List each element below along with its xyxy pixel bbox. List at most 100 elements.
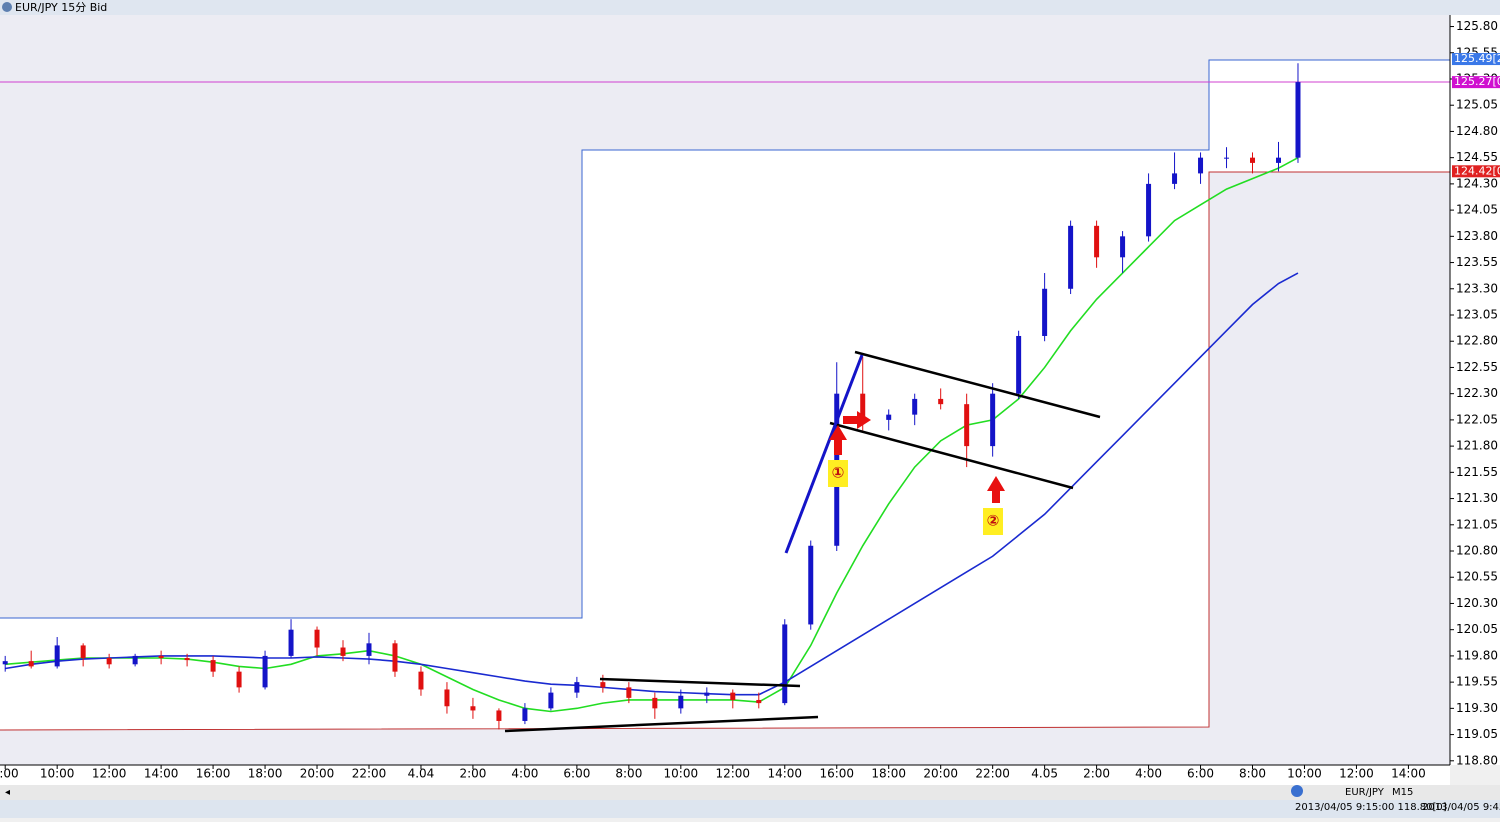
arrow-up bbox=[987, 476, 1005, 503]
arrows bbox=[829, 411, 1005, 503]
y-tick-label: 120.30 bbox=[1456, 596, 1498, 610]
candle-body bbox=[860, 393, 866, 420]
candle-body bbox=[2, 661, 8, 665]
y-tick-label: 122.05 bbox=[1456, 412, 1498, 426]
x-tick-label: 10:00 bbox=[664, 767, 699, 781]
candle-body bbox=[366, 643, 372, 656]
y-tick-label: 119.55 bbox=[1456, 675, 1498, 689]
status-time: 2013/04/05 9:45:21 bbox=[1422, 802, 1500, 813]
candle-body bbox=[886, 414, 892, 420]
scroll-left[interactable]: ◂ bbox=[5, 787, 10, 798]
candle-body bbox=[444, 689, 450, 707]
y-tick-label: 123.30 bbox=[1456, 281, 1498, 295]
candle-body bbox=[1042, 288, 1048, 336]
candle-body bbox=[340, 647, 346, 656]
symbol-select[interactable]: EUR/JPY bbox=[1345, 787, 1385, 798]
candle-body bbox=[782, 624, 788, 704]
candle-body bbox=[314, 629, 320, 648]
x-tick-label: 2:00 bbox=[459, 767, 486, 781]
y-tick-label: 124.05 bbox=[1456, 203, 1498, 217]
candle-body bbox=[54, 645, 60, 667]
candle-body bbox=[418, 671, 424, 690]
candle-body bbox=[158, 655, 164, 659]
x-tick-label: 20:00 bbox=[300, 767, 335, 781]
x-tick-label: 8:00 bbox=[615, 767, 642, 781]
x-tick-label: 8:00 bbox=[1239, 767, 1266, 781]
candle-body bbox=[652, 697, 658, 709]
candle-body bbox=[1172, 173, 1178, 184]
moving-average bbox=[5, 272, 1299, 696]
y-tick-label: 118.80 bbox=[1456, 753, 1498, 767]
candle-body bbox=[28, 661, 34, 667]
candle-body bbox=[106, 658, 112, 665]
x-tick-label: 12:00 bbox=[715, 767, 750, 781]
price-axis bbox=[1450, 15, 1500, 765]
trendline bbox=[504, 715, 819, 733]
x-tick-label: 16:00 bbox=[819, 767, 854, 781]
candle-body bbox=[80, 645, 86, 659]
y-tick-label: 125.80 bbox=[1456, 19, 1498, 33]
price-tag bbox=[1452, 76, 1500, 89]
candle-body bbox=[262, 655, 268, 688]
x-tick-label: 6:00 bbox=[563, 767, 590, 781]
annotation-box bbox=[828, 460, 848, 487]
x-tick-label: 6:00 bbox=[1187, 767, 1214, 781]
y-tick-label: 122.55 bbox=[1456, 360, 1498, 374]
y-tick-label: 122.30 bbox=[1456, 386, 1498, 400]
x-tick-label: 12:00 bbox=[92, 767, 127, 781]
candle-body bbox=[496, 710, 502, 721]
candle-body bbox=[1250, 157, 1256, 163]
x-tick-label: 16:00 bbox=[196, 767, 231, 781]
x-tick-label: 18:00 bbox=[871, 767, 906, 781]
candle-body bbox=[1016, 335, 1022, 394]
trendlines bbox=[504, 350, 1101, 733]
x-tick-label: 14:00 bbox=[1391, 767, 1426, 781]
status-bar bbox=[0, 800, 1500, 818]
x-tick-label: 4:00 bbox=[1135, 767, 1162, 781]
price-tag-label: 124.42[0 bbox=[1454, 164, 1500, 177]
trendline bbox=[599, 677, 801, 688]
y-tick-label: 121.05 bbox=[1456, 517, 1498, 531]
annotation: ② bbox=[987, 512, 1000, 530]
price-tag bbox=[1452, 53, 1500, 66]
scrollbar[interactable] bbox=[0, 785, 1500, 800]
arrow-up bbox=[829, 425, 847, 455]
x-tick-label: 14:00 bbox=[767, 767, 802, 781]
x-tick-label: 10:00 bbox=[40, 767, 75, 781]
trendline bbox=[854, 350, 1101, 419]
price-tag-label: 125.27[0 bbox=[1454, 75, 1500, 88]
y-tick-label: 119.30 bbox=[1456, 701, 1498, 715]
candle-body bbox=[1068, 225, 1074, 289]
x-tick-label: 4.05 bbox=[1031, 767, 1058, 781]
range-low bbox=[0, 171, 1450, 731]
candle-body bbox=[626, 687, 632, 698]
candle-body bbox=[600, 682, 606, 688]
price-tag bbox=[1452, 165, 1500, 178]
x-tick-label: 12:00 bbox=[1339, 767, 1374, 781]
y-tick-label: 123.55 bbox=[1456, 255, 1498, 269]
candle-body bbox=[678, 695, 684, 709]
candle-body bbox=[808, 545, 814, 625]
range-area bbox=[0, 60, 1450, 730]
candle-body bbox=[964, 404, 970, 447]
candle-body bbox=[392, 643, 398, 672]
y-tick-label: 121.55 bbox=[1456, 465, 1498, 479]
y-tick-label: 121.80 bbox=[1456, 439, 1498, 453]
candle-body bbox=[1224, 157, 1230, 159]
nav-button[interactable] bbox=[1291, 785, 1303, 797]
trendline bbox=[784, 354, 864, 554]
candle-body bbox=[938, 398, 944, 405]
y-tick-label: 119.80 bbox=[1456, 648, 1498, 662]
x-tick-label: 22:00 bbox=[975, 767, 1010, 781]
candle-body bbox=[756, 699, 762, 704]
candle-body bbox=[1198, 157, 1204, 174]
timeframe-select[interactable]: M15 bbox=[1392, 787, 1413, 798]
y-tick-label: 124.55 bbox=[1456, 150, 1498, 164]
candle-body bbox=[184, 658, 190, 661]
candle-body bbox=[1295, 82, 1301, 158]
y-tick-label: 120.55 bbox=[1456, 570, 1498, 584]
candle-body bbox=[236, 671, 242, 688]
candle-body bbox=[990, 393, 996, 447]
